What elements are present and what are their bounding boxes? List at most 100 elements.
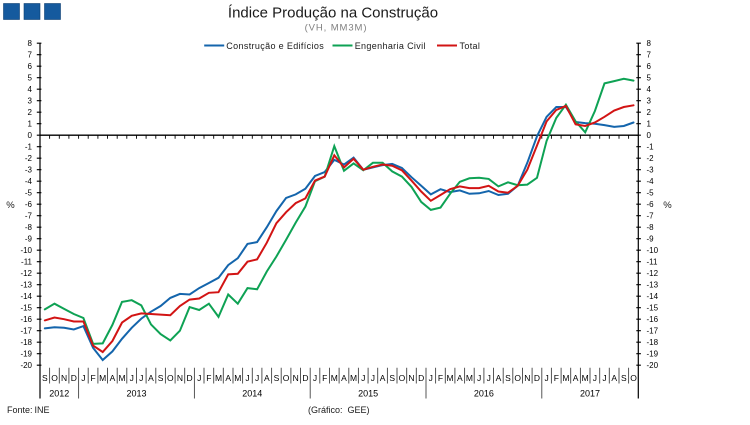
svg-text:-16: -16 (20, 315, 32, 324)
svg-text:6: 6 (647, 62, 652, 71)
svg-text:-12: -12 (20, 269, 32, 278)
svg-text:8: 8 (28, 39, 33, 48)
svg-text:-12: -12 (647, 269, 659, 278)
svg-text:7: 7 (647, 51, 652, 60)
svg-text:-3: -3 (25, 166, 33, 175)
svg-text:5: 5 (28, 74, 33, 83)
svg-text:J: J (477, 373, 481, 383)
svg-text:-6: -6 (647, 200, 655, 209)
svg-text:-15: -15 (647, 304, 659, 313)
svg-text:-14: -14 (647, 292, 659, 301)
svg-text:-8: -8 (647, 223, 655, 232)
svg-text:1: 1 (28, 120, 33, 129)
svg-text:(Gráfico: GEE): (Gráfico: GEE) (308, 405, 370, 415)
svg-text:S: S (621, 373, 627, 383)
svg-text:-16: -16 (647, 315, 659, 324)
svg-text:S: S (505, 373, 511, 383)
svg-text:N: N (293, 373, 299, 383)
svg-text:-20: -20 (20, 361, 32, 370)
svg-text:-19: -19 (20, 350, 32, 359)
svg-text:A: A (496, 373, 502, 383)
svg-text:M: M (447, 373, 454, 383)
svg-text:D: D (302, 373, 308, 383)
svg-text:2: 2 (647, 108, 652, 117)
svg-text:-9: -9 (647, 235, 655, 244)
svg-text:S: S (274, 373, 280, 383)
svg-text:M: M (350, 373, 357, 383)
svg-text:J: J (139, 373, 143, 383)
svg-text:J: J (245, 373, 249, 383)
svg-text:0: 0 (647, 131, 652, 140)
svg-text:-6: -6 (25, 200, 33, 209)
svg-text:O: O (167, 373, 174, 383)
svg-text:-7: -7 (647, 212, 655, 221)
svg-text:M: M (582, 373, 589, 383)
svg-text:2017: 2017 (580, 389, 600, 399)
svg-text:2013: 2013 (126, 389, 146, 399)
svg-text:N: N (177, 373, 183, 383)
svg-text:O: O (514, 373, 521, 383)
svg-text:-2: -2 (647, 154, 655, 163)
svg-text:A: A (264, 373, 270, 383)
svg-text:Fonte:: Fonte: (7, 405, 33, 415)
svg-text:-15: -15 (20, 304, 32, 313)
svg-text:M: M (215, 373, 222, 383)
svg-text:Engenharia Civil: Engenharia Civil (355, 41, 426, 51)
svg-text:-5: -5 (25, 189, 33, 198)
svg-text:O: O (51, 373, 58, 383)
svg-text:-10: -10 (647, 246, 659, 255)
svg-text:-18: -18 (647, 338, 659, 347)
svg-text:(VH, MM3M): (VH, MM3M) (305, 23, 368, 34)
svg-text:%: % (6, 200, 15, 211)
svg-text:M: M (234, 373, 241, 383)
svg-text:J: J (429, 373, 433, 383)
svg-text:A: A (573, 373, 579, 383)
svg-text:F: F (322, 373, 327, 383)
svg-text:J: J (593, 373, 597, 383)
svg-text:8: 8 (647, 39, 652, 48)
svg-text:-4: -4 (25, 177, 33, 186)
svg-text:S: S (158, 373, 164, 383)
svg-text:M: M (99, 373, 106, 383)
svg-text:5: 5 (647, 74, 652, 83)
svg-text:A: A (611, 373, 617, 383)
svg-text:M: M (331, 373, 338, 383)
svg-text:-8: -8 (25, 223, 33, 232)
svg-text:J: J (130, 373, 134, 383)
svg-text:-5: -5 (647, 189, 655, 198)
svg-text:A: A (380, 373, 386, 383)
svg-text:M: M (466, 373, 473, 383)
svg-text:J: J (371, 373, 375, 383)
svg-text:2: 2 (28, 108, 33, 117)
svg-text:2012: 2012 (49, 389, 69, 399)
svg-text:-9: -9 (25, 235, 33, 244)
svg-text:O: O (399, 373, 406, 383)
svg-text:3: 3 (647, 97, 652, 106)
svg-text:D: D (534, 373, 540, 383)
svg-text:6: 6 (28, 62, 33, 71)
svg-text:F: F (90, 373, 95, 383)
svg-text:J: J (197, 373, 201, 383)
svg-text:D: D (187, 373, 193, 383)
svg-text:D: D (418, 373, 424, 383)
svg-text:S: S (42, 373, 48, 383)
svg-text:-13: -13 (20, 281, 32, 290)
svg-text:M: M (562, 373, 569, 383)
svg-text:A: A (457, 373, 463, 383)
svg-text:2016: 2016 (474, 389, 494, 399)
svg-text:-1: -1 (25, 143, 33, 152)
svg-text:O: O (283, 373, 290, 383)
svg-text:4: 4 (28, 85, 33, 94)
svg-text:0: 0 (28, 131, 33, 140)
svg-text:-7: -7 (25, 212, 33, 221)
svg-text:-17: -17 (20, 327, 32, 336)
svg-text:Índice Produção na Construção: Índice Produção na Construção (228, 5, 438, 22)
svg-text:-11: -11 (21, 258, 33, 267)
svg-text:Total: Total (460, 41, 481, 51)
svg-text:-11: -11 (647, 258, 659, 267)
svg-text:F: F (554, 373, 559, 383)
svg-text:-13: -13 (647, 281, 659, 290)
svg-text:2014: 2014 (242, 389, 262, 399)
svg-text:-3: -3 (647, 166, 655, 175)
svg-text:-17: -17 (647, 327, 659, 336)
